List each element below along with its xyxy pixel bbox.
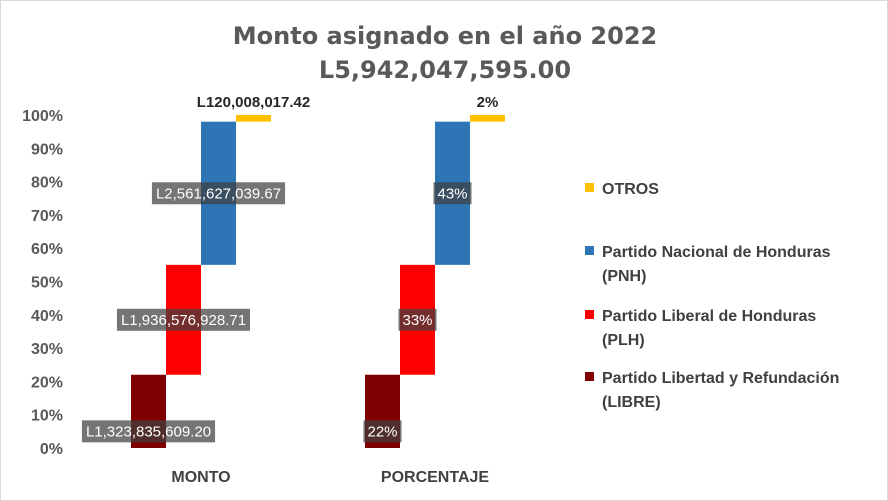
y-tick-label: 80%	[31, 175, 63, 192]
chart-subtitle: L5,942,047,595.00	[318, 56, 572, 84]
data-label: 43%	[437, 185, 467, 202]
data-label: 33%	[402, 312, 432, 329]
bar-segment	[236, 115, 271, 122]
data-label: L120,008,017.42	[197, 94, 310, 111]
y-tick-label: 60%	[31, 241, 63, 258]
y-tick-label: 30%	[31, 341, 63, 358]
legend-swatch	[585, 246, 594, 255]
data-label-box	[433, 182, 472, 205]
data-label: L1,936,576,928.71	[121, 312, 246, 329]
data-label-box	[363, 420, 402, 443]
y-tick-label: 10%	[31, 408, 63, 425]
chart-title-block: Monto asignado en el año 2022 L5,942,047…	[1, 19, 887, 87]
legend-swatch	[585, 372, 594, 381]
y-tick-label: 90%	[31, 141, 63, 158]
x-category-label: MONTO	[171, 469, 230, 486]
chart-title: Monto asignado en el año 2022	[232, 22, 658, 50]
y-tick-label: 0%	[40, 441, 63, 458]
y-tick-label: 50%	[31, 275, 63, 292]
y-tick-label: 70%	[31, 208, 63, 225]
x-category-label: PORCENTAJE	[381, 469, 489, 486]
legend-label: (PLH)	[602, 332, 645, 349]
legend-label: (LIBRE)	[602, 394, 661, 411]
legend-label: OTROS	[602, 181, 659, 198]
data-label-box	[81, 420, 216, 443]
legend-swatch	[585, 310, 594, 319]
data-label: 2%	[477, 94, 499, 111]
data-label: 22%	[367, 423, 397, 440]
data-label-box	[398, 308, 437, 331]
data-label-box	[116, 308, 251, 331]
y-tick-label: 100%	[22, 108, 63, 125]
data-label: L1,323,835,609.20	[86, 423, 211, 440]
bar-segment	[470, 115, 505, 122]
data-label-box	[151, 182, 286, 205]
data-label: L2,561,627,039.67	[156, 185, 281, 202]
legend-label: Partido Nacional de Honduras	[602, 244, 831, 261]
y-tick-label: 40%	[31, 308, 63, 325]
legend-swatch	[585, 183, 594, 192]
y-tick-label: 20%	[31, 374, 63, 391]
legend-label: Partido Liberal de Honduras	[602, 308, 816, 325]
legend-label: Partido Libertad y Refundación	[602, 370, 839, 387]
legend-label: (PNH)	[602, 268, 646, 285]
